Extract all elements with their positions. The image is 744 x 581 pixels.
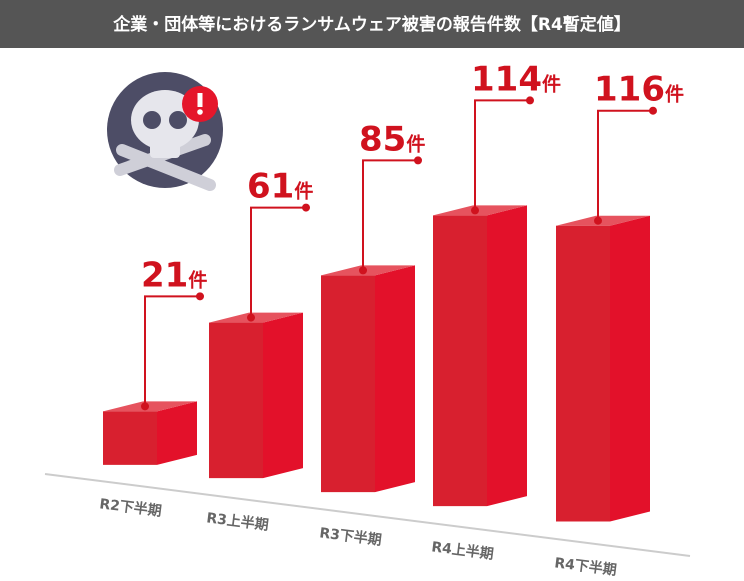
bar [321,265,415,493]
bar-front [209,322,263,479]
bar-side [157,401,197,465]
callout-dot [594,216,602,225]
value-number: 61 [247,167,294,207]
x-tick-label: R2下半期 [98,495,162,519]
callout-line [474,99,530,211]
bar-side [263,312,303,479]
value-unit: 件 [188,268,207,291]
value-label: 21件 [141,255,207,295]
bar [209,312,303,479]
value-label: 61件 [247,167,313,207]
ground-line [44,473,691,557]
value-label: 116件 [594,70,684,110]
bar-top [556,215,650,226]
bar-side [610,215,650,522]
callout-dot [649,106,657,115]
callout-line [144,295,200,407]
callout-line [597,109,653,221]
bar-front [103,411,157,465]
chart-title: 企業・団体等におけるランサムウェア被害の報告件数【R4暫定値】 [112,14,631,35]
x-tick-label: R4上半期 [430,538,494,562]
value-unit: 件 [294,180,313,203]
value-number: 85 [359,119,406,159]
bar [433,205,527,507]
callout-dot [141,402,149,411]
callout-dot [247,313,255,322]
bar-top [103,401,197,412]
x-tick-label: R3上半期 [205,509,269,533]
skull-icon [107,72,223,191]
callout-dot [196,292,204,301]
callout-dot [359,266,367,275]
bar-side [487,205,527,507]
value-label: 85件 [359,119,425,159]
title-bar [0,0,744,48]
value-number: 21 [141,255,188,295]
x-tick-label: R4下半期 [553,554,617,578]
value-number: 116 [594,70,665,110]
x-tick-label: R3下半期 [318,524,382,548]
value-unit: 件 [665,83,684,106]
bar-front [556,225,610,522]
callout-dot [471,206,479,215]
bar-side [375,265,415,493]
value-label: 114件 [471,59,561,99]
callout-line [362,159,418,271]
value-unit: 件 [542,72,561,95]
callout-dot [526,96,534,105]
bar-front [433,215,487,507]
bar [103,401,197,465]
value-number: 114 [471,59,542,99]
bar-top [321,265,415,276]
bar-top [433,205,527,216]
callout-dot [414,156,422,165]
value-unit: 件 [406,132,425,155]
bar [556,215,650,522]
callout-dot [302,203,310,212]
callout-line [250,206,306,318]
bar-top [209,312,303,323]
bar-front [321,275,375,493]
